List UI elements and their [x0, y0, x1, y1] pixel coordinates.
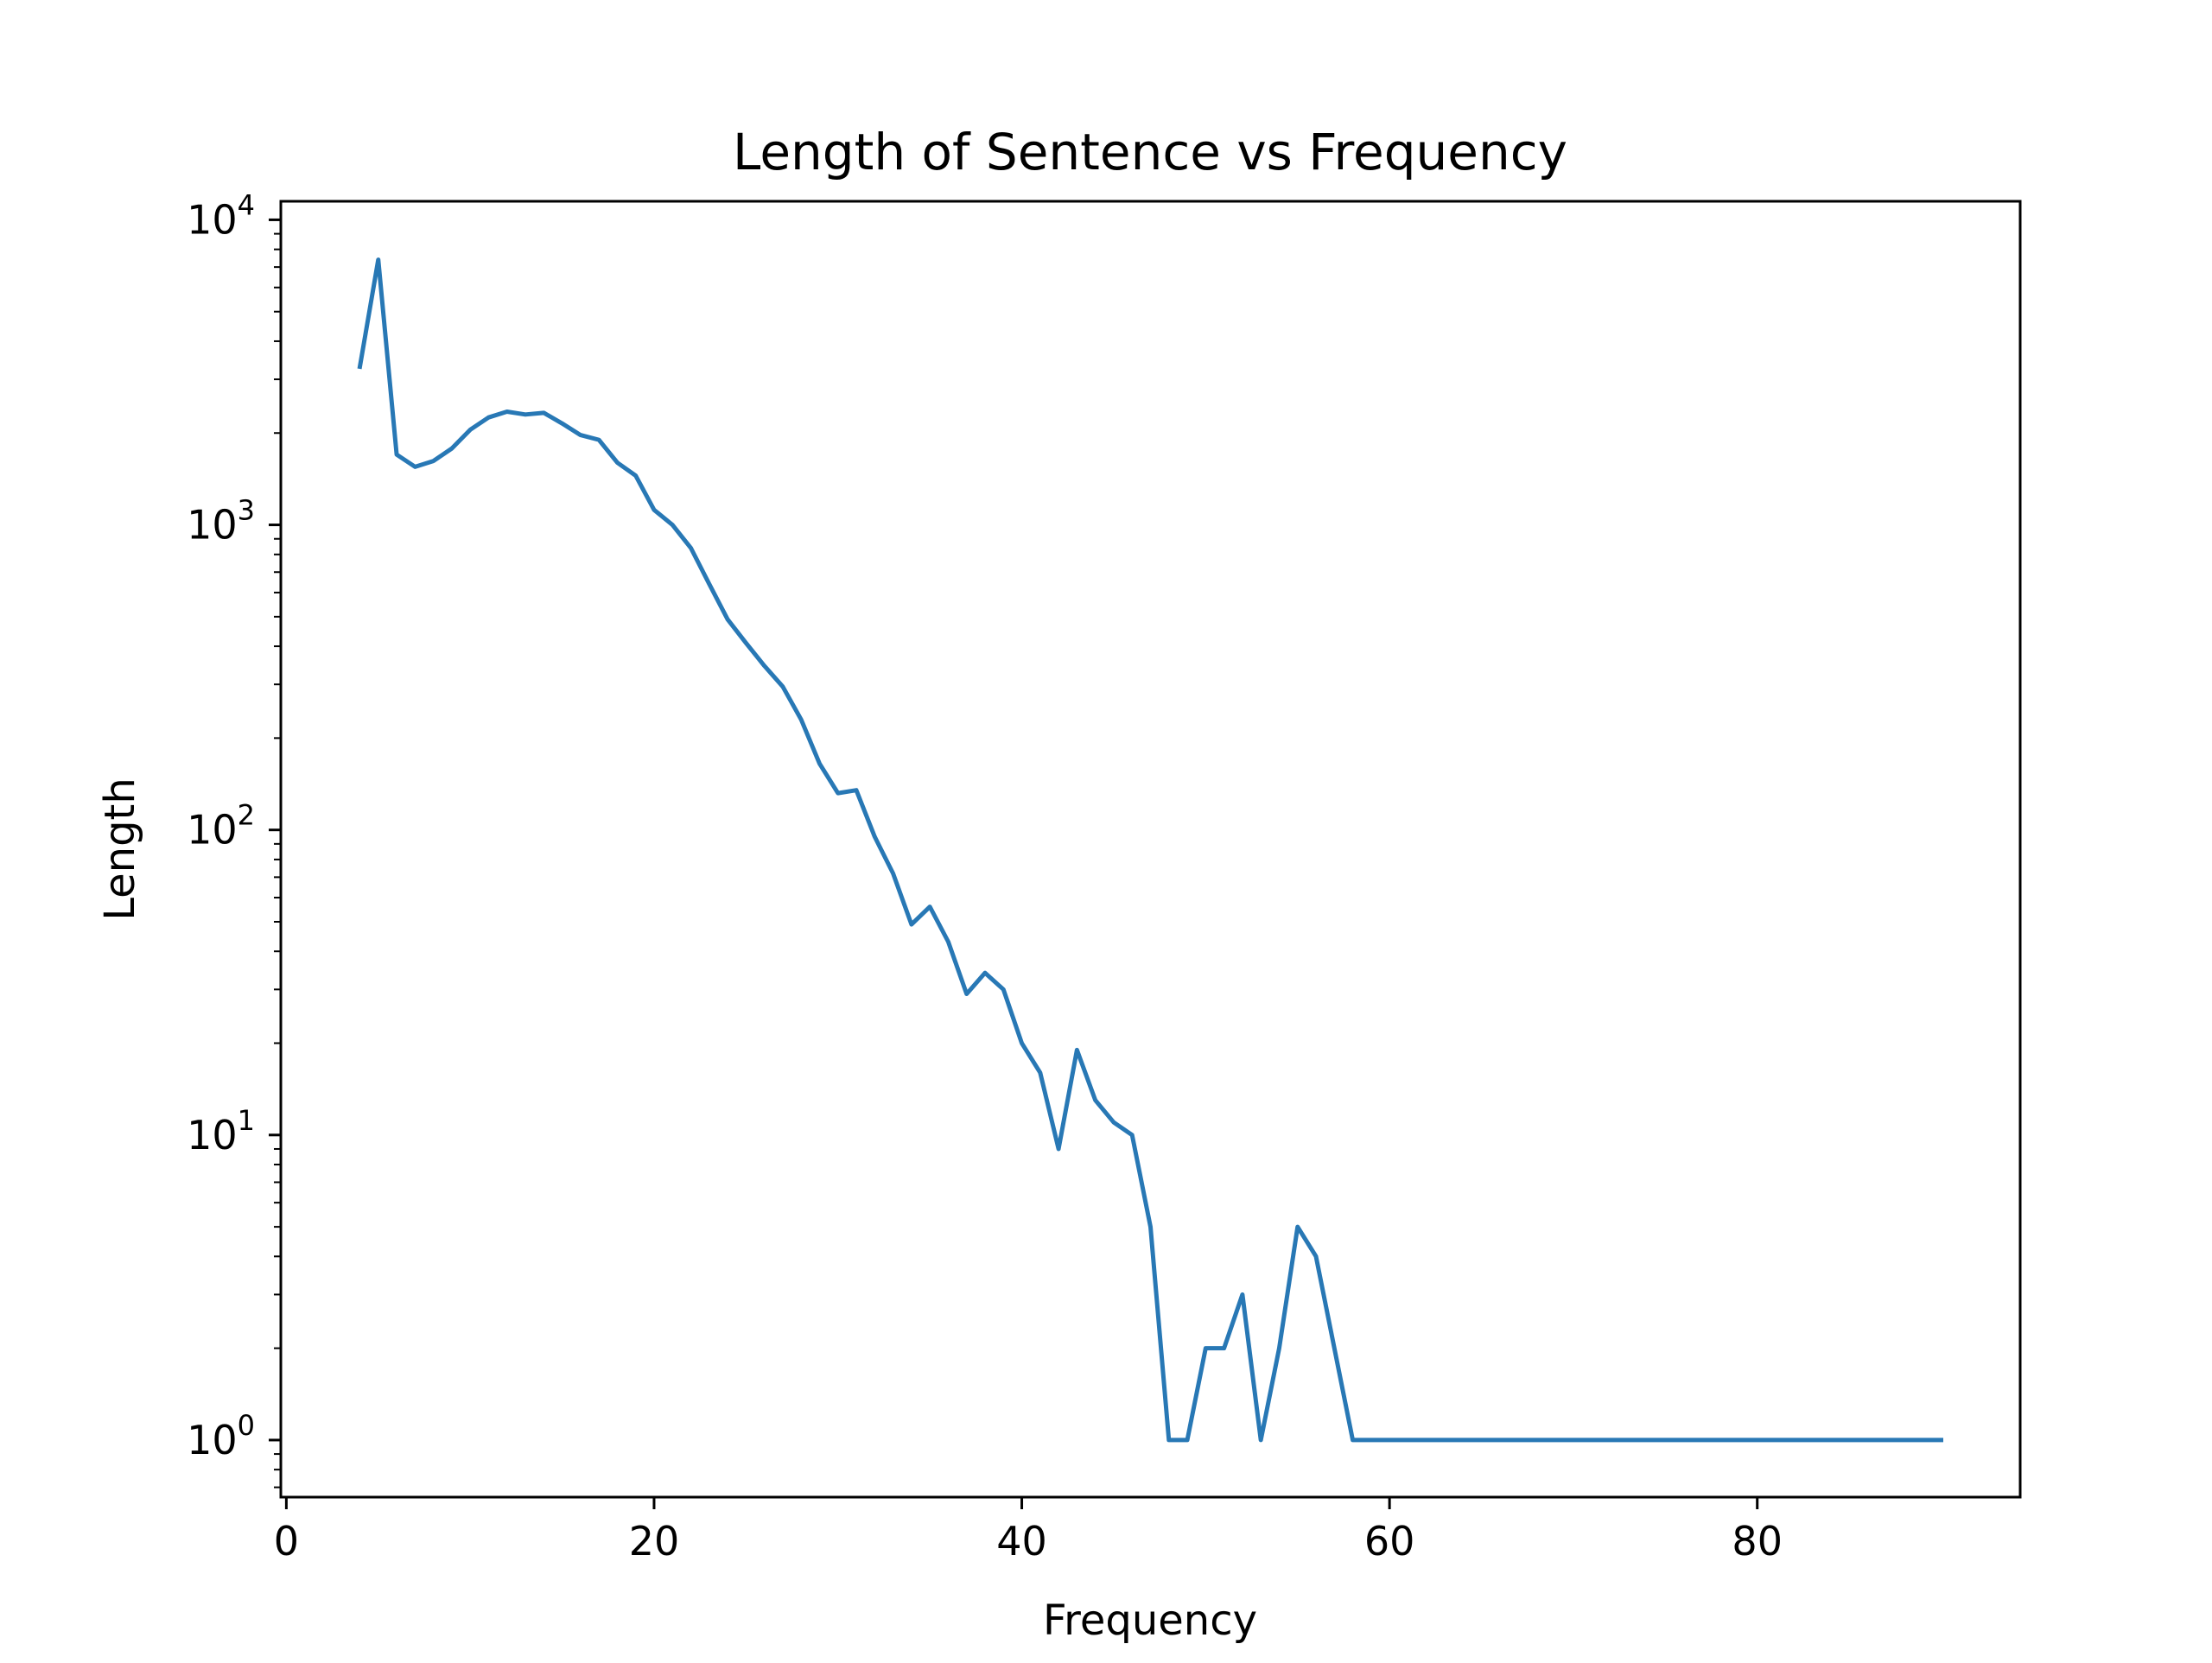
- series-line-0: [357, 257, 1943, 1443]
- y-tick-label: 104: [187, 188, 255, 243]
- y-tick-label: 101: [187, 1104, 255, 1158]
- x-tick-label: 0: [274, 1518, 299, 1565]
- x-tick-label: 20: [629, 1518, 680, 1565]
- x-tick-label: 60: [1364, 1518, 1415, 1565]
- x-tick-label: 80: [1732, 1518, 1783, 1565]
- chart-title: Length of Sentence vs Frequency: [733, 123, 1567, 181]
- plot-area-frame: [279, 200, 2022, 1499]
- x-tick-label: 40: [996, 1518, 1047, 1565]
- x-axis-label: Frequency: [1043, 1596, 1257, 1645]
- y-tick-label: 103: [187, 494, 255, 549]
- y-axis-label: Length: [96, 778, 144, 921]
- y-tick-label: 102: [187, 799, 255, 854]
- y-tick-label: 100: [187, 1409, 255, 1463]
- axis-ticks: 0 20 40 60 80 100 101 102 103 104: [187, 188, 1783, 1565]
- plot-marks: [357, 257, 1943, 1443]
